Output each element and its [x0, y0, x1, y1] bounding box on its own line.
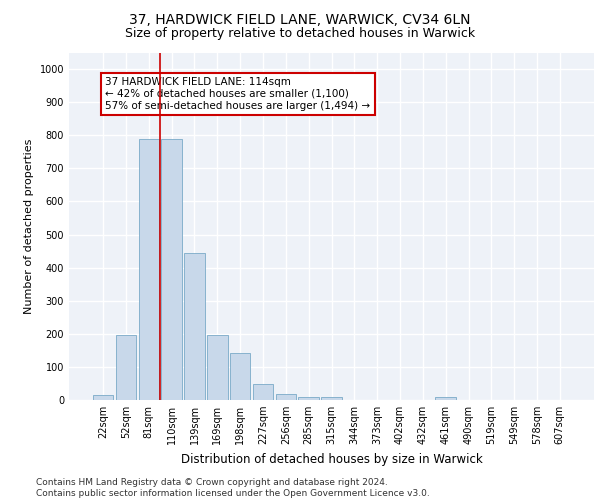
Bar [116, 335, 136, 400]
Bar [207, 335, 227, 400]
Text: Size of property relative to detached houses in Warwick: Size of property relative to detached ho… [125, 28, 475, 40]
Bar [253, 384, 273, 400]
Text: 37 HARDWICK FIELD LANE: 114sqm
← 42% of detached houses are smaller (1,100)
57% : 37 HARDWICK FIELD LANE: 114sqm ← 42% of … [106, 78, 371, 110]
Bar [161, 138, 182, 400]
Bar [139, 138, 159, 400]
Bar [298, 396, 319, 400]
Bar [230, 352, 250, 400]
Bar [436, 396, 456, 400]
Bar [93, 395, 113, 400]
Bar [184, 254, 205, 400]
Bar [275, 394, 296, 400]
Bar [321, 396, 342, 400]
Text: Contains HM Land Registry data © Crown copyright and database right 2024.
Contai: Contains HM Land Registry data © Crown c… [36, 478, 430, 498]
Y-axis label: Number of detached properties: Number of detached properties [24, 138, 34, 314]
X-axis label: Distribution of detached houses by size in Warwick: Distribution of detached houses by size … [181, 452, 482, 466]
Text: 37, HARDWICK FIELD LANE, WARWICK, CV34 6LN: 37, HARDWICK FIELD LANE, WARWICK, CV34 6… [129, 12, 471, 26]
